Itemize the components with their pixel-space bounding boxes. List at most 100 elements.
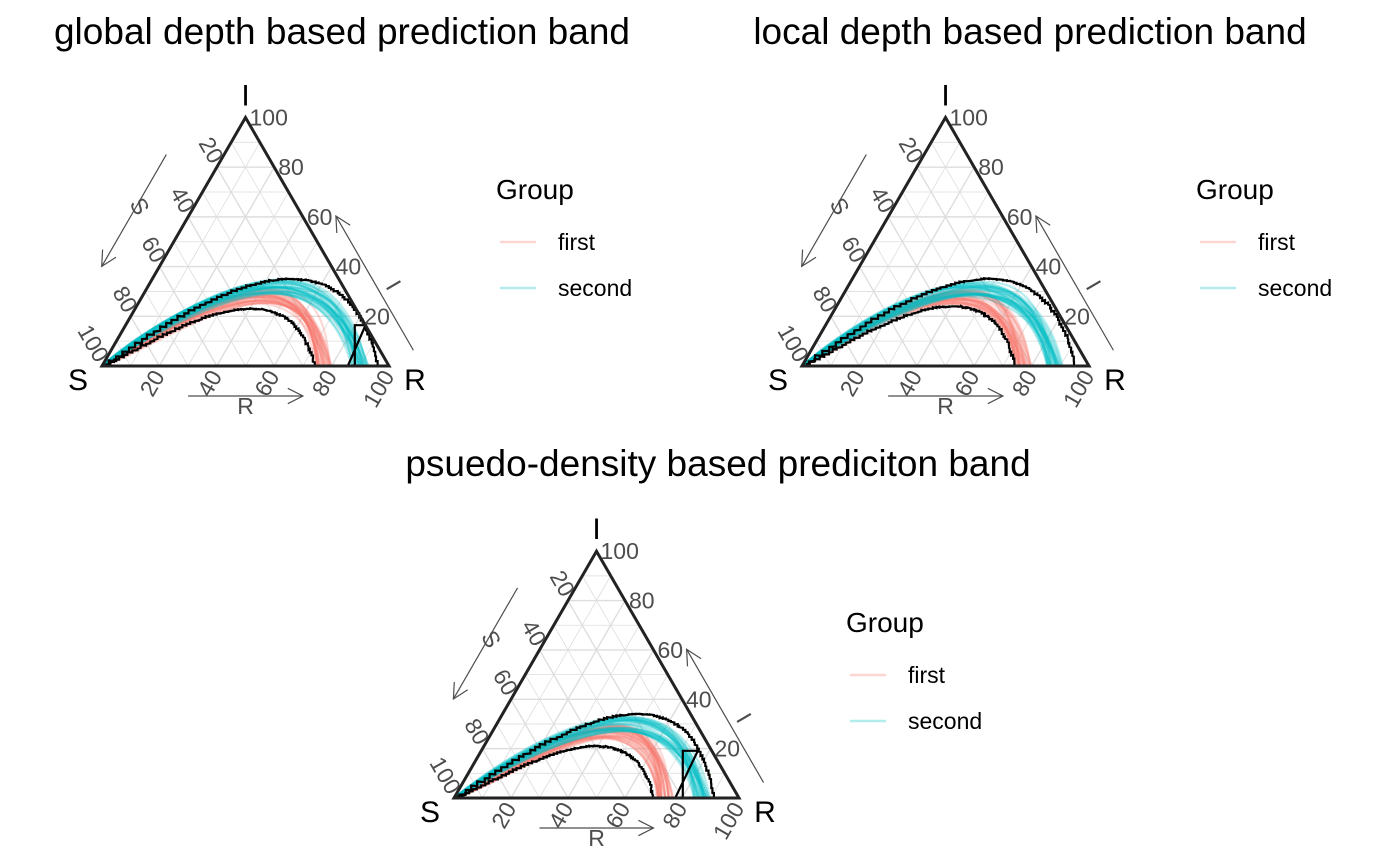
series-curve [801, 299, 1019, 367]
series-curve [101, 285, 363, 367]
vertex-label-top: I [941, 79, 949, 112]
series-curve [801, 298, 1016, 368]
series-curve [101, 294, 319, 367]
grid-line-r [482, 575, 612, 799]
series-curve [101, 285, 358, 367]
vertex-label-right: R [1104, 364, 1126, 397]
grid-line-s [230, 142, 361, 367]
legend-label-second: second [908, 708, 982, 734]
grid-line-s [144, 291, 189, 367]
series-curve [801, 291, 1049, 367]
vertex-label-left: S [68, 364, 88, 397]
series-curve [101, 291, 360, 367]
panel-title: global depth based prediction band [54, 11, 630, 52]
series-curve [101, 295, 318, 368]
grid-line-s [173, 241, 246, 367]
tick-label-i: 60 [658, 637, 684, 663]
tick-label-i: 20 [1064, 303, 1090, 329]
tick-label-i: 100 [250, 104, 288, 130]
series-curve [801, 292, 1021, 368]
tick-label-s: 40 [165, 182, 200, 217]
tick-label-i: 100 [950, 104, 988, 130]
series-curve [101, 287, 368, 367]
series-curve [101, 281, 369, 367]
grid-line-r [1059, 340, 1075, 367]
s-axis-name: S [476, 626, 506, 652]
tick-label-r: 60 [249, 366, 284, 401]
tick-label-r: 40 [543, 798, 578, 833]
series-curve [801, 288, 1057, 367]
i-axis-name: I [381, 276, 407, 295]
grid-line-s [844, 291, 889, 367]
series-curve [101, 296, 317, 367]
series-curve [801, 285, 1051, 367]
tick-label-r: 80 [1007, 366, 1042, 401]
series-curve [453, 716, 704, 799]
band-outer-boundary [802, 276, 1076, 368]
series-curve [801, 280, 1052, 367]
tick-label-i: 80 [278, 154, 304, 180]
tick-label-r: 100 [708, 798, 750, 844]
series-curve [101, 290, 365, 367]
series-curve [801, 301, 1024, 367]
series-curves [101, 278, 370, 368]
panel-global-depth: global depth based prediction band I S R 20… [54, 11, 632, 419]
i-arrow-line [1035, 215, 1114, 351]
legend-title: Group [496, 174, 574, 205]
tick-label-r: 40 [192, 366, 227, 401]
legend-label-second: second [1258, 275, 1332, 301]
series-curve [801, 288, 1020, 367]
tick-label-i: 80 [978, 154, 1004, 180]
tick-label-r: 40 [892, 366, 927, 401]
r-arrow-head [638, 819, 655, 837]
tick-label-r: 60 [600, 798, 635, 833]
grid-line-s [873, 241, 946, 367]
tick-label-r: 20 [834, 366, 869, 401]
series-curve [453, 716, 712, 799]
panel-title: local depth based prediction band [753, 11, 1306, 52]
legend: Group first second [1196, 174, 1332, 301]
series-curve [801, 285, 1060, 367]
tick-label-r: 20 [134, 366, 169, 401]
series-curve [801, 282, 1059, 367]
series-curve [801, 293, 1059, 367]
band-outer-boundary [454, 712, 715, 800]
series-curves [801, 280, 1064, 368]
band-inner-boundary [802, 304, 1016, 368]
series-curve [453, 733, 670, 800]
series-curve [801, 285, 1049, 367]
series-curve [101, 285, 359, 367]
series-curve [801, 293, 1032, 367]
tick-label-i: 100 [601, 538, 639, 564]
series-curve [801, 285, 1051, 367]
series-curve [101, 288, 320, 367]
triangle-border [99, 114, 392, 368]
legend-label-first: first [908, 662, 946, 688]
series-curve [453, 729, 700, 799]
grid-line-r [945, 241, 1018, 367]
i-arrow-head [685, 648, 702, 667]
tick-label-s: 60 [836, 232, 871, 267]
tick-label-i: 40 [686, 686, 712, 712]
grid-line-r [245, 241, 318, 367]
grid-line-r [973, 266, 1033, 367]
grid-line-r [1002, 291, 1047, 367]
series-curve [801, 293, 1057, 367]
series-curve [101, 290, 365, 367]
series-curve [101, 300, 332, 367]
series-curve [101, 288, 331, 368]
grid-line-r [624, 698, 683, 799]
vertex-label-left: S [420, 796, 440, 829]
grid-line-s [902, 191, 1004, 367]
series-curve [101, 280, 354, 367]
tick-label-s: 20 [194, 133, 229, 168]
grid-line-r [1030, 315, 1061, 367]
series-curve [101, 285, 368, 367]
vertex-label-right: R [754, 796, 776, 829]
triangle-border [799, 114, 1092, 368]
tick-label-s: 80 [459, 714, 494, 749]
vertex-label-left: S [768, 364, 788, 397]
s-arrow-line [801, 154, 867, 267]
